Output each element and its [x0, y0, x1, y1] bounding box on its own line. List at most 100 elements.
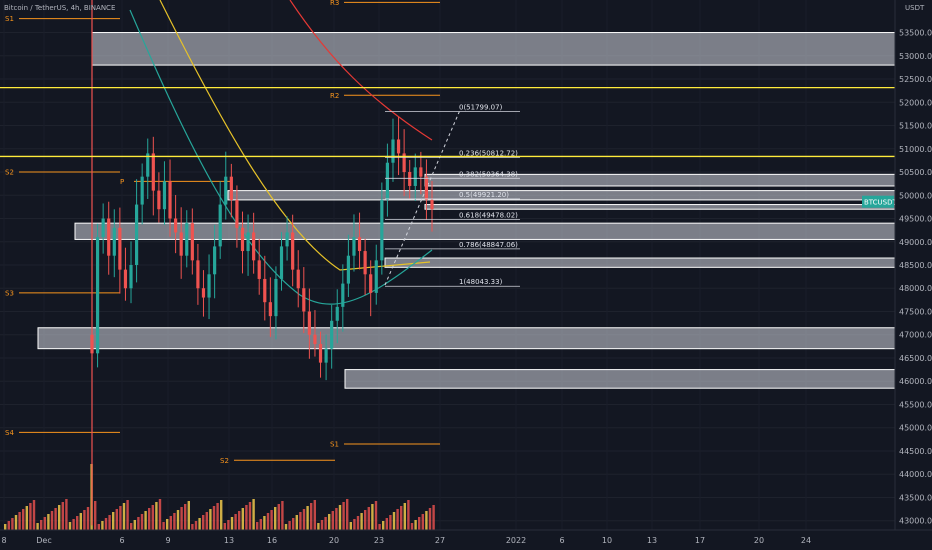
candle-body [291, 232, 295, 270]
x-tick-label: 6 [559, 536, 564, 545]
volume-bar [331, 511, 334, 530]
volume-bar [295, 515, 298, 530]
pivot-label: S2 [5, 169, 14, 177]
volume-bar [281, 501, 284, 530]
supply-demand-zone [344, 369, 896, 389]
volume-bar [18, 512, 21, 530]
volume-bar [256, 522, 259, 530]
symbol-header: Bitcoin / TetherUS, 4h, BINANCE [4, 4, 115, 12]
volume-bar [277, 504, 280, 530]
y-tick-label: 46000.00 [899, 377, 932, 386]
volume-bar [425, 511, 428, 530]
volume-bar [223, 523, 226, 530]
candle-body [374, 260, 378, 293]
candle-body [118, 227, 122, 270]
candle-body [174, 218, 178, 233]
y-tick-label: 49000.00 [899, 238, 932, 247]
candle-body [279, 246, 284, 279]
fib-trend-line [384, 109, 461, 286]
pivot-label: R3 [330, 0, 339, 7]
candle-body [162, 181, 167, 210]
y-tick-label: 47500.00 [899, 307, 932, 316]
pivot-label: S4 [5, 429, 14, 437]
candle-body [207, 274, 211, 298]
x-tick-label: 6 [119, 536, 124, 545]
volume-bar [25, 506, 28, 530]
fib-level-label: 0.236(50812.72) [459, 149, 518, 157]
volume-bar [428, 508, 432, 530]
fib-level-label: 1(48043.33) [459, 278, 503, 286]
volume-bar [216, 503, 219, 530]
candle-body [101, 218, 105, 238]
volume-bar [364, 510, 367, 530]
volume-bar [83, 510, 86, 530]
volume-bar [184, 504, 187, 530]
y-tick-label: 44500.00 [899, 447, 932, 456]
volume-bar [180, 507, 183, 530]
y-tick-label: 45000.00 [899, 424, 932, 433]
volume-bar [418, 517, 421, 530]
volume-bar [302, 509, 306, 530]
volume-bar [22, 509, 25, 530]
volume-bar [299, 512, 302, 530]
y-tick-label: 50500.00 [899, 168, 932, 177]
candle-body [430, 199, 434, 210]
volume-bar [79, 513, 82, 530]
volume-bar [403, 503, 406, 530]
y-tick-label: 47000.00 [899, 331, 932, 340]
volume-bar [43, 517, 46, 530]
volume-bar [50, 511, 54, 530]
volume-bar [378, 524, 381, 530]
supply-demand-zone [424, 204, 896, 210]
ema-red-line [289, 0, 433, 141]
candle-body [168, 181, 172, 219]
volume-bar [248, 502, 252, 530]
candle-body [134, 204, 139, 265]
volume-bar [353, 519, 356, 530]
volume-bar [320, 520, 324, 530]
fib-level-label: 0.786(48847.06) [459, 241, 518, 249]
symbol-tag-label: BTCUSDT [864, 199, 898, 207]
candle-body [252, 232, 256, 261]
y-tick-label: 46500.00 [899, 354, 932, 363]
y-tick-label: 52500.00 [899, 75, 932, 84]
pivot-label: S3 [5, 289, 14, 297]
candle-body [424, 176, 429, 200]
candle-body [346, 255, 350, 284]
candle-body [179, 232, 183, 256]
x-tick-label: 13 [224, 536, 234, 545]
x-tick-label: 17 [695, 536, 705, 545]
volume-bar [205, 512, 208, 530]
volume-bar [97, 524, 100, 530]
volume-bar [194, 521, 198, 530]
volume-bar [274, 507, 277, 530]
y-tick-label: 52000.00 [899, 98, 932, 107]
x-tick-label: 9 [165, 536, 170, 545]
candle-body [257, 260, 261, 279]
candle-body [335, 306, 339, 321]
volume-bar [7, 521, 10, 530]
volume-bar [130, 523, 133, 530]
volume-bar [54, 508, 57, 530]
candle-body [263, 278, 267, 303]
volume-bar [342, 502, 345, 530]
volume-bar [220, 500, 223, 530]
volume-bar [126, 500, 129, 530]
volume-bar [382, 521, 385, 530]
candle-body [218, 204, 222, 247]
volume-bar [155, 502, 158, 530]
y-tick-label: 49500.00 [899, 215, 932, 224]
volume-bar [158, 499, 162, 530]
x-tick-label: Dec [36, 536, 51, 545]
volume-bar [32, 500, 36, 530]
supply-demand-zone [37, 327, 896, 350]
x-tick-label: 23 [374, 536, 384, 545]
candle-body [151, 153, 155, 191]
y-tick-label: 50000.00 [899, 191, 932, 200]
volume-bar [47, 514, 50, 530]
volume-bar [36, 523, 39, 530]
volume-bar [176, 510, 180, 530]
volume-bar [349, 522, 352, 530]
x-tick-label: 2022 [506, 536, 526, 545]
